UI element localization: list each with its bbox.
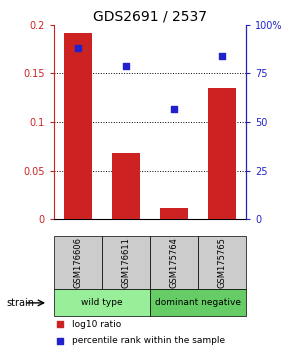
Bar <box>64 33 92 219</box>
Bar <box>112 153 140 219</box>
Text: dominant negative: dominant negative <box>155 298 241 307</box>
Bar <box>198 236 246 290</box>
Text: percentile rank within the sample: percentile rank within the sample <box>72 336 225 345</box>
Text: GSM176606: GSM176606 <box>74 237 82 288</box>
Bar <box>208 88 236 219</box>
Point <box>58 321 62 327</box>
Point <box>76 45 80 51</box>
Text: wild type: wild type <box>81 298 123 307</box>
Text: log10 ratio: log10 ratio <box>72 320 121 329</box>
Bar <box>150 236 198 290</box>
Bar <box>150 290 246 316</box>
Bar <box>102 236 150 290</box>
Point <box>220 53 224 59</box>
Point <box>58 338 62 343</box>
Text: strain: strain <box>6 298 34 308</box>
Text: GSM175764: GSM175764 <box>169 237 178 288</box>
Bar <box>54 236 102 290</box>
Point <box>124 63 128 69</box>
Title: GDS2691 / 2537: GDS2691 / 2537 <box>93 10 207 24</box>
Bar <box>54 290 150 316</box>
Point <box>172 105 176 111</box>
Text: GSM176611: GSM176611 <box>122 237 130 288</box>
Bar <box>160 208 188 219</box>
Text: GSM175765: GSM175765 <box>218 237 226 288</box>
